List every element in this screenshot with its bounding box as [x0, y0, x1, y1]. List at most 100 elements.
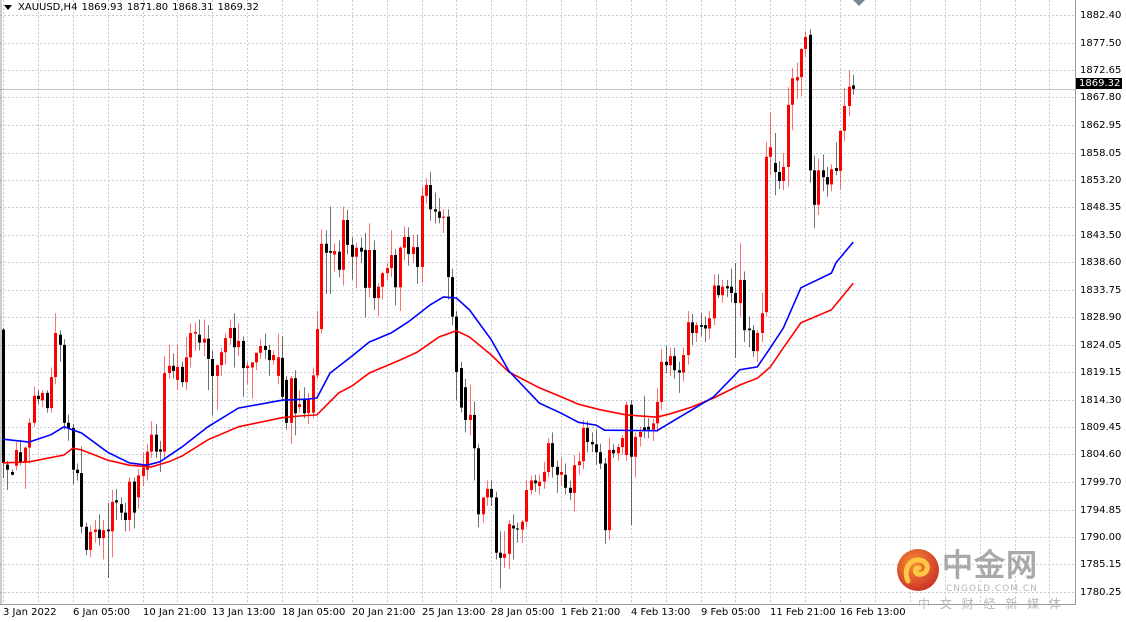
bull-candle [259, 339, 262, 359]
candle-body [128, 481, 131, 520]
candle-body [203, 338, 206, 343]
bull-candle [390, 230, 393, 278]
candle-body [403, 236, 406, 248]
bull-candle [272, 350, 275, 365]
candle-body [813, 170, 816, 205]
bull-candle [578, 452, 581, 475]
candle-body [346, 220, 349, 245]
candle-body [721, 286, 724, 296]
bear-candle [813, 155, 816, 228]
bull-candle [203, 319, 206, 357]
bull-candle [312, 367, 315, 419]
bull-candle [769, 112, 772, 176]
candle-body [756, 333, 759, 352]
candle-body [434, 209, 437, 212]
bull-candle [194, 322, 197, 351]
candle-body [774, 162, 777, 173]
bear-candle [346, 209, 349, 255]
price-tick-label: 1804.60 [1080, 448, 1122, 460]
candle-body [652, 423, 655, 430]
bull-candle [756, 330, 759, 362]
price-tick-label: 1838.60 [1080, 256, 1122, 268]
candle-body [621, 438, 624, 448]
bear-candle [80, 446, 83, 534]
bear-candle [556, 460, 559, 493]
candle-body [185, 357, 188, 383]
bear-candle [107, 503, 110, 579]
bear-candle [198, 319, 201, 351]
candle-body [538, 481, 541, 487]
bull-candle [307, 392, 310, 424]
candle-body [447, 216, 450, 278]
candle-body [316, 329, 319, 376]
price-tick-label: 1828.90 [1080, 311, 1122, 323]
candle-body [211, 358, 214, 376]
bear-candle [159, 440, 162, 472]
bull-candle [255, 352, 258, 371]
bear-candle [774, 133, 777, 196]
bull-candle [608, 438, 611, 540]
candle-body [473, 414, 476, 449]
candle-body [752, 330, 755, 352]
time-tick-label: 18 Jan 05:00 [282, 607, 346, 618]
bear-candle [512, 514, 515, 560]
bull-candle [525, 480, 528, 528]
bull-candle [848, 70, 851, 117]
candle-body [224, 338, 227, 353]
candle-body [713, 285, 716, 319]
bull-candle [682, 347, 685, 382]
candle-body [791, 78, 794, 105]
candle-body [822, 170, 825, 178]
candle-body [37, 395, 40, 400]
candle-body [168, 365, 171, 374]
time-tick-label: 6 Jan 05:00 [73, 607, 130, 618]
candle-body [194, 331, 197, 334]
bull-candle [316, 310, 319, 379]
price-tick-label: 1824.05 [1080, 339, 1122, 351]
candle-body [564, 474, 567, 488]
time-tick-label: 3 Jan 2022 [3, 607, 57, 618]
bear-candle [2, 327, 5, 479]
bull-candle [656, 388, 659, 433]
candle-body [726, 286, 729, 289]
bull-candle [817, 158, 820, 215]
candle-body [155, 434, 158, 452]
bull-candle [163, 356, 166, 458]
time-tick-label: 4 Feb 13:00 [631, 607, 691, 618]
bull-candle [503, 531, 506, 568]
candle-body [503, 553, 506, 558]
bear-candle [499, 531, 502, 589]
candle-body [28, 422, 31, 448]
candle-body [342, 220, 345, 270]
price-tick-label: 1848.35 [1080, 201, 1122, 213]
bear-candle [364, 233, 367, 318]
bear-candle [778, 161, 781, 189]
candle-body [521, 521, 524, 530]
candle-body [133, 481, 136, 513]
candle-body [748, 328, 751, 331]
bull-candle [442, 209, 445, 234]
chart-shift-marker-icon[interactable] [853, 0, 865, 6]
candle-body [534, 480, 537, 484]
candle-body [796, 77, 799, 81]
candle-body [216, 365, 219, 376]
bull-candle [386, 262, 389, 280]
candle-body [455, 316, 458, 372]
bull-candle [843, 87, 846, 142]
dropdown-triangle-icon[interactable] [4, 5, 12, 10]
candle-body [98, 529, 101, 539]
candle-body [599, 452, 602, 464]
bull-candle [246, 361, 249, 385]
candle-body [325, 243, 328, 253]
candle-body [647, 426, 650, 430]
bear-candle [211, 350, 214, 416]
bear-candle [665, 346, 668, 374]
candle-body [730, 286, 733, 293]
bear-candle [464, 378, 467, 433]
bull-candle [560, 457, 563, 487]
bear-candle [595, 429, 598, 465]
candle-body [442, 216, 445, 218]
bear-candle [416, 234, 419, 284]
candle-body [787, 104, 790, 167]
